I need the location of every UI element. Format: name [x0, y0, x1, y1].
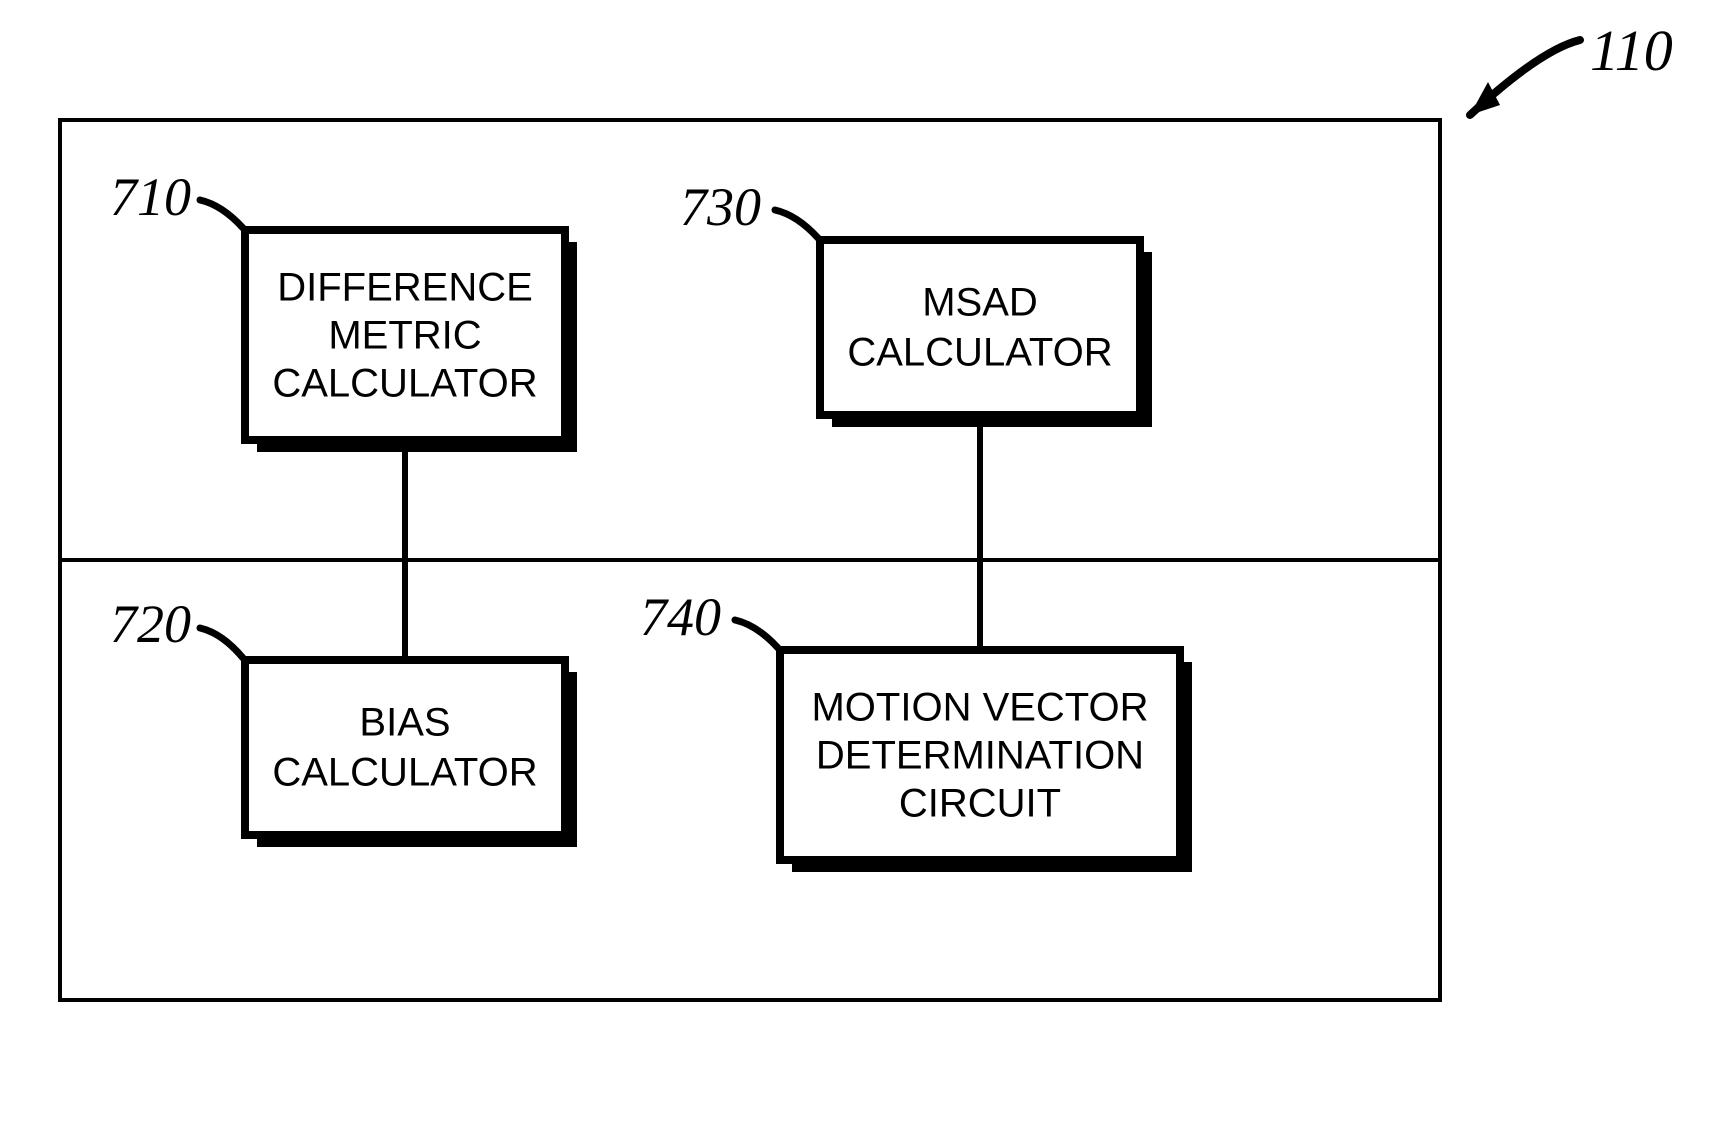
- block-bias-line1: BIAS: [359, 701, 450, 745]
- block-mvd-line1: MOTION VECTOR: [811, 686, 1148, 730]
- block-mvd-line2: DETERMINATION: [816, 734, 1144, 778]
- block-mvd-line3: CIRCUIT: [899, 782, 1061, 826]
- block-msad: MSAD CALCULATOR: [820, 240, 1152, 427]
- block-bias-line2: CALCULATOR: [272, 751, 537, 795]
- block-diff-metric: DIFFERENCE METRIC CALCULATOR: [245, 230, 577, 452]
- block-diff-metric-line3: CALCULATOR: [272, 362, 537, 406]
- block-mvd: MOTION VECTOR DETERMINATION CIRCUIT: [780, 650, 1192, 872]
- ref-740-label: 740: [640, 587, 721, 647]
- ref-710-label: 710: [110, 167, 191, 227]
- block-msad-line2: CALCULATOR: [847, 331, 1112, 375]
- ref-730-leader: [775, 210, 818, 238]
- ref-730-label: 730: [680, 177, 761, 237]
- block-bias: BIAS CALCULATOR: [245, 660, 577, 847]
- outer-ref-arrow: [1470, 40, 1580, 115]
- ref-710-leader: [200, 200, 243, 228]
- outer-ref-label: 110: [1590, 18, 1673, 83]
- block-msad-line1: MSAD: [922, 281, 1038, 325]
- block-diff-metric-line2: METRIC: [328, 314, 481, 358]
- ref-740-leader: [735, 620, 778, 648]
- diagram-canvas: 110 DIFFERENCE METRIC CALCULATOR 710 BIA…: [0, 0, 1718, 1147]
- block-diff-metric-line1: DIFFERENCE: [277, 266, 533, 310]
- ref-720-leader: [200, 628, 243, 658]
- ref-720-label: 720: [110, 594, 191, 654]
